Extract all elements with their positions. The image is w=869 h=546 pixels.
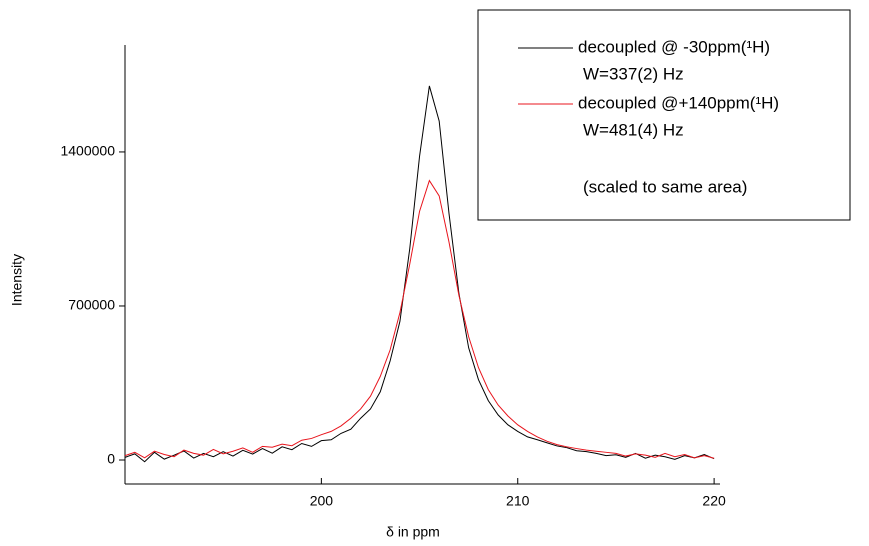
legend-label: decoupled @+140ppm(¹H): [578, 93, 779, 112]
x-tick-label: 210: [506, 493, 530, 509]
series-line: [124, 85, 715, 463]
y-tick-label: 1400000: [60, 143, 115, 159]
legend-box: [477, 9, 851, 221]
legend-note: W=337(2) Hz: [583, 64, 684, 83]
legend-label: decoupled @ -30ppm(¹H): [578, 37, 770, 56]
series-line: [124, 179, 715, 459]
x-axis-label: δ in ppm: [386, 524, 440, 540]
x-tick-label: 220: [702, 493, 726, 509]
legend-note: W=481(4) Hz: [583, 120, 684, 139]
y-tick-label: 700000: [68, 297, 115, 313]
y-axis-label: Intensity: [9, 254, 25, 306]
x-tick-label: 200: [310, 493, 334, 509]
annotation: (scaled to same area): [583, 177, 747, 196]
y-tick-label: 0: [107, 451, 115, 467]
